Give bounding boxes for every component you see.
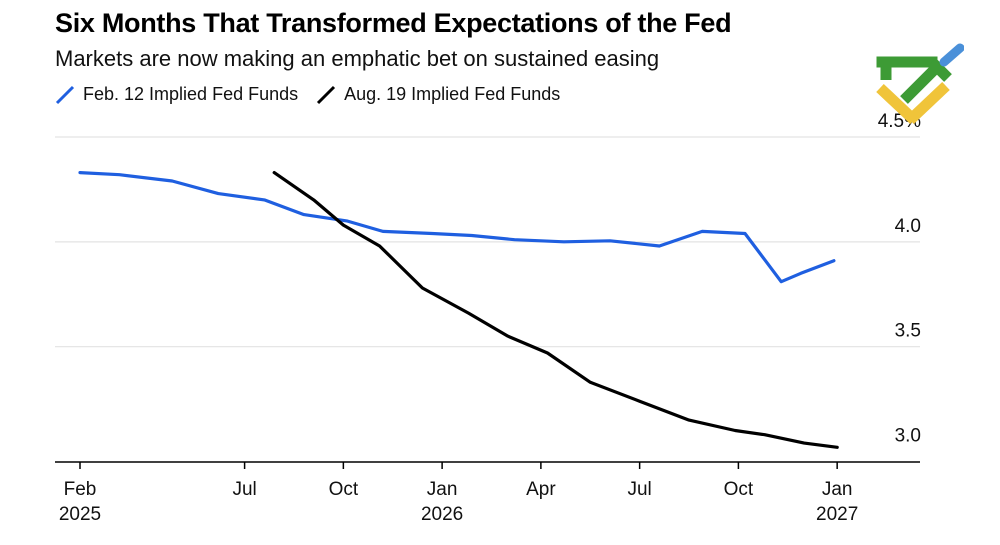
x-tick-label: Oct xyxy=(724,479,754,500)
x-tick-label: Apr xyxy=(526,479,556,500)
y-tick-label: 3.5 xyxy=(895,321,921,342)
legend-label-feb: Feb. 12 Implied Fed Funds xyxy=(83,84,299,104)
x-tick-label: Jul xyxy=(627,479,651,500)
x-axis: Feb 2025 Jul Oct Jan 2026 Apr Jul Oct Jan 2027 xyxy=(55,461,920,525)
legend-swatch-aug xyxy=(317,85,336,104)
logo-icon xyxy=(876,43,964,125)
x-tick-label: Jul xyxy=(232,479,256,500)
series-line-aug xyxy=(272,171,839,449)
y-tick-label: 4.0 xyxy=(895,216,921,237)
legend-label-aug: Aug. 19 Implied Fed Funds xyxy=(344,84,561,104)
series-line-feb xyxy=(78,171,836,284)
x-tick-year: 2026 xyxy=(421,504,463,525)
chart-title: Six Months That Transformed Expectations… xyxy=(55,8,732,38)
chart-subtitle: Markets are now making an emphatic bet o… xyxy=(55,46,660,71)
legend: Feb. 12 Implied Fed Funds Aug. 19 Implie… xyxy=(55,84,578,105)
x-tick-label: Feb xyxy=(64,479,97,500)
x-tick-year: 2025 xyxy=(59,504,101,525)
x-tick-label: Jan xyxy=(427,479,458,500)
y-axis-labels: 3.03.54.04.5% xyxy=(878,111,921,447)
y-tick-label: 3.0 xyxy=(895,426,921,447)
x-tick-year: 2027 xyxy=(816,504,858,525)
x-tick-label: Jan xyxy=(822,479,853,500)
legend-swatch-feb xyxy=(55,85,75,104)
grid-lines xyxy=(55,136,920,348)
series-lines xyxy=(78,171,839,449)
x-tick-label: Oct xyxy=(329,479,359,500)
legend-item-aug: Aug. 19 Implied Fed Funds xyxy=(316,84,560,105)
legend-item-feb: Feb. 12 Implied Fed Funds xyxy=(55,84,298,105)
